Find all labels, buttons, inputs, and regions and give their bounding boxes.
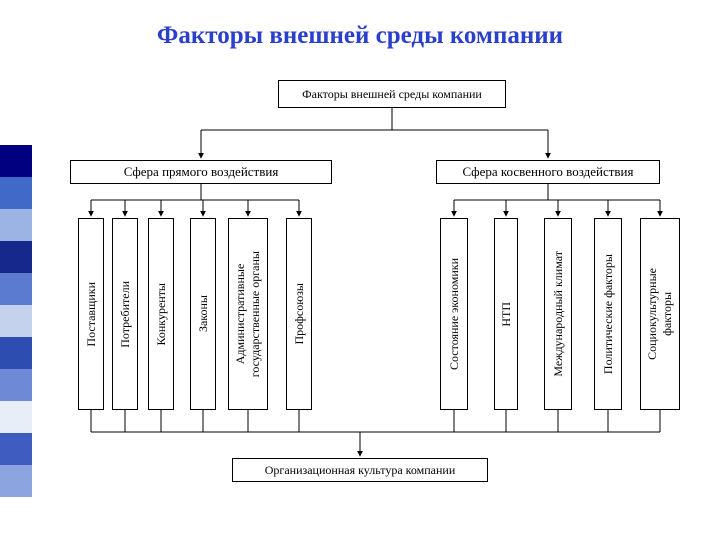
sphere-indirect-box: Сфера косвенного воздействия xyxy=(436,160,660,184)
deco-square xyxy=(0,241,32,273)
indirect-factor: Международный климат xyxy=(544,218,572,410)
direct-factor-label: Поставщики xyxy=(84,282,99,347)
deco-square xyxy=(0,433,32,465)
deco-square xyxy=(0,273,32,305)
indirect-factor: Состояние экономики xyxy=(440,218,468,410)
direct-factor: Законы xyxy=(190,218,216,410)
sphere-direct-box: Сфера прямого воздействия xyxy=(70,160,332,184)
indirect-factor: Социокультурные факторы xyxy=(640,218,680,410)
root-box-label: Факторы внешней среды компании xyxy=(302,87,482,102)
indirect-factor-label: Социокультурные факторы xyxy=(645,268,675,360)
direct-factor: Поставщики xyxy=(78,218,104,410)
indirect-factor-label: Состояние экономики xyxy=(447,258,462,370)
direct-factor-label: Законы xyxy=(196,295,211,332)
direct-factor-label: Профсоюзы xyxy=(292,283,307,345)
sphere-direct-label: Сфера прямого воздействия xyxy=(124,164,279,180)
direct-factor: Профсоюзы xyxy=(286,218,312,410)
indirect-factor-label: Политические факторы xyxy=(601,254,616,374)
direct-factor-label: Потребители xyxy=(118,281,133,348)
indirect-factor-label: НТП xyxy=(499,302,514,327)
deco-square xyxy=(0,145,32,177)
deco-square xyxy=(0,337,32,369)
direct-factor-label: Административные государственные органы xyxy=(233,251,263,377)
deco-square xyxy=(0,497,32,529)
deco-square xyxy=(0,177,32,209)
root-box: Факторы внешней среды компании xyxy=(278,80,506,108)
direct-factor: Потребители xyxy=(112,218,138,410)
deco-square xyxy=(0,369,32,401)
deco-square xyxy=(0,401,32,433)
direct-factor: Конкуренты xyxy=(148,218,174,410)
direct-factor-label: Конкуренты xyxy=(154,283,169,346)
direct-factor: Административные государственные органы xyxy=(228,218,268,410)
deco-square xyxy=(0,465,32,497)
sphere-indirect-label: Сфера косвенного воздействия xyxy=(463,164,634,180)
page-title: Факторы внешней среды компании xyxy=(0,22,720,50)
deco-square xyxy=(0,209,32,241)
deco-square xyxy=(0,305,32,337)
bottom-box: Организационная культура компании xyxy=(232,458,488,482)
indirect-factor: НТП xyxy=(494,218,518,410)
indirect-factor-label: Международный климат xyxy=(551,251,566,377)
indirect-factor: Политические факторы xyxy=(594,218,622,410)
sidebar-decoration xyxy=(0,145,32,529)
bottom-box-label: Организационная культура компании xyxy=(265,463,456,478)
